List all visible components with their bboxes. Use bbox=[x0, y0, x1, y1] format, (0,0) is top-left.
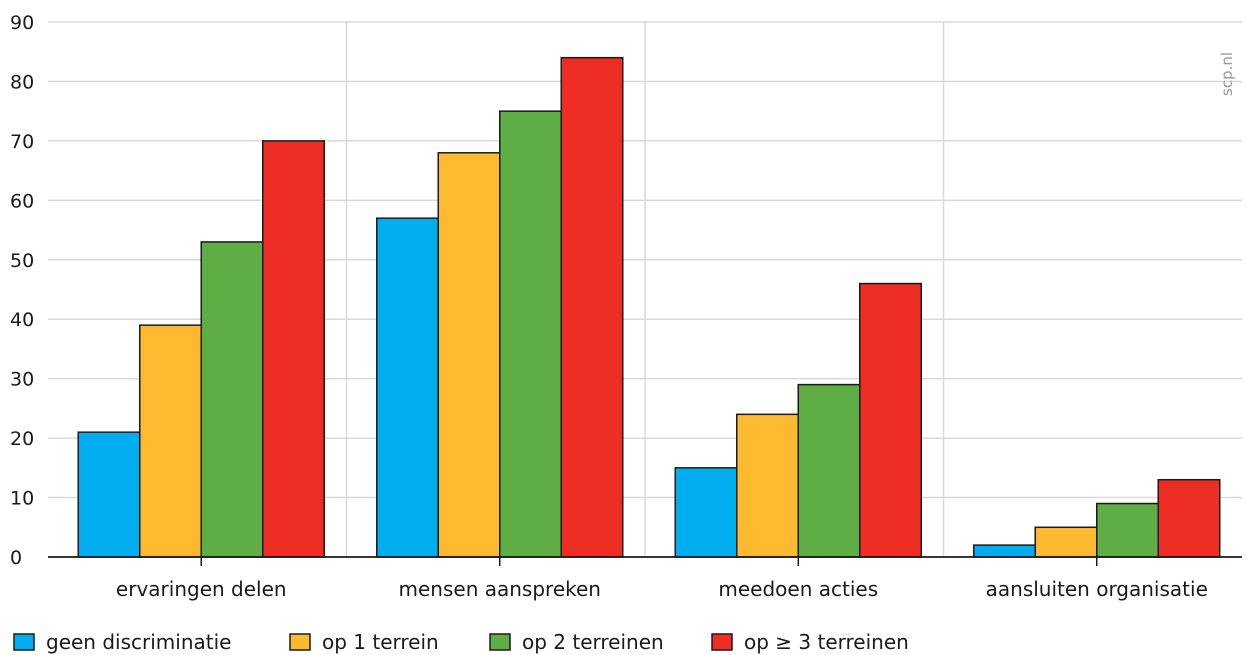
bar bbox=[437, 152, 501, 558]
legend-swatch bbox=[711, 633, 733, 651]
bar bbox=[376, 217, 439, 558]
y-tick-label: 0 bbox=[10, 547, 22, 569]
x-tick-label: aansluiten organisatie bbox=[986, 577, 1208, 601]
bar bbox=[560, 56, 624, 558]
legend-label: op 1 terrein bbox=[322, 630, 439, 654]
legend-label: op ≥ 3 terreinen bbox=[744, 630, 909, 654]
legend-swatch bbox=[289, 633, 311, 651]
x-tick-label: meedoen acties bbox=[718, 577, 878, 601]
y-tick-label: 20 bbox=[10, 428, 34, 450]
legend-label: op 2 terreinen bbox=[522, 630, 664, 654]
bar bbox=[200, 241, 264, 558]
x-tick-label: mensen aanspreken bbox=[399, 577, 601, 601]
bar bbox=[1034, 526, 1098, 558]
bar bbox=[797, 383, 861, 558]
y-axis: 0 10 20 30 40 50 60 70 80 90 bbox=[10, 12, 34, 569]
bar bbox=[1157, 478, 1221, 558]
bar bbox=[859, 282, 922, 558]
y-tick-label: 90 bbox=[10, 12, 34, 34]
legend-label: geen discriminatie bbox=[46, 630, 231, 654]
legend-swatch bbox=[489, 633, 511, 651]
y-tick-label: 50 bbox=[10, 250, 34, 272]
bar bbox=[262, 140, 325, 558]
legend: geen discriminatie op 1 terrein op 2 terre… bbox=[13, 630, 909, 654]
source-label: scp.nl bbox=[1218, 52, 1236, 96]
y-tick-label: 80 bbox=[10, 71, 34, 93]
legend-swatch bbox=[13, 633, 35, 651]
bar bbox=[674, 467, 738, 558]
y-tick-label: 40 bbox=[10, 309, 34, 331]
bar bbox=[77, 431, 141, 558]
bar bbox=[973, 544, 1036, 558]
x-axis-labels: ervaringen delen mensen aanspreken meedoen… bbox=[116, 577, 1208, 601]
bar bbox=[139, 324, 202, 558]
bar bbox=[1096, 502, 1159, 558]
bar bbox=[499, 110, 562, 558]
x-tick-label: ervaringen delen bbox=[116, 577, 287, 601]
y-tick-label: 30 bbox=[10, 369, 34, 391]
y-tick-label: 10 bbox=[10, 488, 34, 510]
y-tick-label: 70 bbox=[10, 131, 34, 153]
bars bbox=[77, 56, 1221, 558]
bar bbox=[736, 413, 799, 558]
x-axis bbox=[48, 556, 1242, 566]
y-tick-label: 60 bbox=[10, 190, 34, 212]
